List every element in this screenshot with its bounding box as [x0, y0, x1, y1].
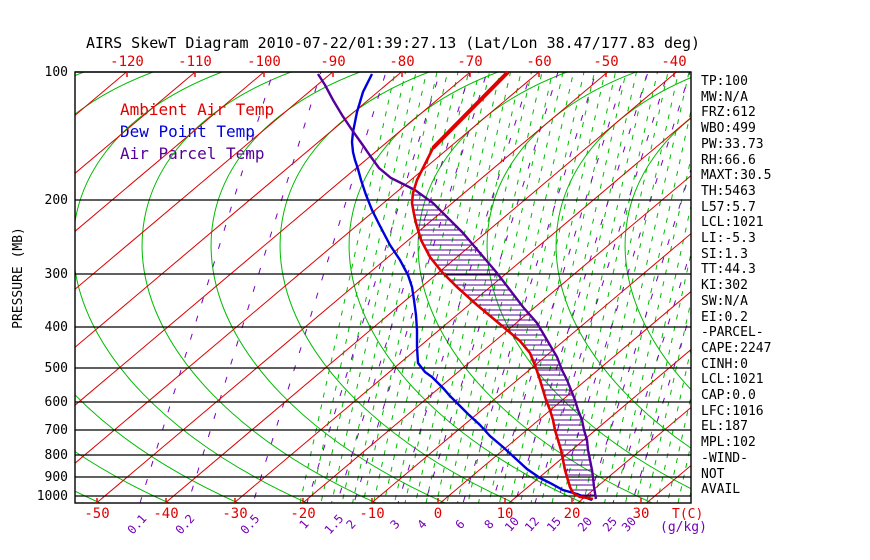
stats-item: TP:100 — [701, 74, 748, 89]
mixing-ratio-label: 4 — [414, 517, 429, 532]
stats-item: CINH:0 — [701, 356, 748, 372]
top-temp-axis: -120 -110 -100 -90 -80 -70 -60 -50 -40 — [110, 54, 687, 77]
bottom-temp-label: 10 — [497, 506, 514, 522]
stats-item: EI:0.2 — [701, 309, 748, 325]
bottom-temp-label: 20 — [564, 506, 581, 522]
mixing-ratio-label: 8 — [481, 517, 496, 532]
field-lines — [75, 72, 691, 503]
mixing-ratio-lines — [139, 72, 691, 503]
bottom-temp-axis: -50 -40 -30 -20 -10 0 10 20 30 — [84, 498, 649, 522]
stats-item: SW:N/A — [701, 293, 748, 309]
stats-item: FRZ:612 — [701, 105, 756, 121]
top-temp-label: -90 — [320, 54, 345, 70]
top-temp-label: -80 — [389, 54, 414, 70]
stats-item: -PARCEL- — [701, 325, 764, 341]
bottom-temp-label: -50 — [84, 506, 109, 522]
stats-item: LI:-5.3 — [701, 231, 756, 247]
bottom-temp-label: 30 — [633, 506, 650, 522]
stats-item: LFC:1016 — [701, 403, 764, 419]
stats-item: CAPE:2247 — [701, 340, 772, 356]
pressure-label: 500 — [45, 361, 68, 376]
pressure-label: 900 — [45, 470, 68, 485]
stats-item: AVAIL — [701, 482, 741, 498]
mixing-ratio-label: 0.1 — [125, 512, 150, 537]
chart-legend: Ambient Air Temp Dew Point Temp Air Parcel… — [120, 99, 274, 165]
cape-hatch — [413, 194, 595, 496]
mixing-ratio-label: 2 — [343, 517, 358, 532]
mixing-unit-label: (g/kg) — [660, 520, 707, 535]
ambient-temp-curve-thick-top — [431, 70, 510, 150]
stats-item: EL:187 — [701, 419, 748, 435]
bottom-temp-label: 0 — [434, 506, 442, 522]
mixing-ratio-label: 25 — [600, 514, 620, 534]
stats-item: -WIND- — [701, 450, 748, 466]
moist-adiabat-lines — [75, 72, 691, 503]
legend-entry: Air Parcel Temp — [120, 144, 265, 163]
bottom-temp-label: -10 — [359, 506, 384, 522]
mixing-ratio-label: 6 — [452, 517, 467, 532]
temp-unit-label: T(C) — [672, 507, 703, 522]
stats-item: CAP:0.0 — [701, 388, 756, 404]
parcel-curve — [316, 73, 598, 500]
bottom-temp-label: -40 — [153, 506, 178, 522]
green-dashed-lines — [299, 72, 691, 503]
chart-title: AIRS SkewT Diagram 2010-07-22/01:39:27.1… — [86, 34, 701, 52]
stats-panel: TP:100 MW:N/A FRZ:612 WBO:499 PW:33.73 RH:66.… — [701, 74, 771, 498]
bottom-temp-label: -30 — [222, 506, 247, 522]
stats-item: LCL:1021 — [701, 372, 764, 388]
mixing-ratio-label: 12 — [522, 514, 542, 534]
pressure-label: 400 — [45, 320, 68, 335]
stats-item: NOT — [701, 466, 725, 482]
pressure-label: 700 — [45, 423, 68, 438]
pressure-label: 1000 — [37, 489, 68, 504]
bottom-temp-label: -20 — [290, 506, 315, 522]
top-temp-label: -120 — [110, 54, 144, 70]
pressure-label: 200 — [45, 193, 68, 208]
plot-frame — [74, 71, 692, 504]
stats-item: PW:33.73 — [701, 136, 764, 152]
legend-entry: Dew Point Temp — [120, 122, 255, 141]
top-temp-label: -60 — [526, 54, 551, 70]
pressure-axis-title: PRESSURE (MB) — [11, 227, 26, 329]
dewpoint-curve — [350, 73, 593, 502]
top-temp-label: -40 — [661, 54, 686, 70]
stats-item: MAXT:30.5 — [701, 168, 772, 184]
stats-item: LCL:1021 — [701, 215, 764, 231]
top-temp-label: -100 — [247, 54, 281, 70]
isotherm-lines — [75, 72, 691, 503]
stats-item: TT:44.3 — [701, 262, 756, 278]
stats-item: MPL:102 — [701, 435, 756, 451]
top-temp-label: -50 — [593, 54, 618, 70]
stats-item: L57:5.7 — [701, 199, 756, 215]
mixing-ratio-label: 1.5 — [322, 512, 347, 537]
pressure-label: 100 — [45, 65, 68, 80]
legend-entry: Ambient Air Temp — [120, 100, 275, 119]
pressure-label: 600 — [45, 395, 68, 410]
top-temp-label: -70 — [457, 54, 482, 70]
pressure-label: 800 — [45, 448, 68, 463]
stats-item: KI:302 — [701, 278, 748, 294]
stats-item: TH:5463 — [701, 183, 756, 199]
top-temp-label: -110 — [178, 54, 212, 70]
ambient-temp-curve — [410, 71, 594, 501]
stats-item: SI:1.3 — [701, 246, 748, 262]
stats-item: RH:66.6 — [701, 152, 756, 168]
stats-item: MW:N/A — [701, 89, 748, 105]
stats-item: WBO:499 — [701, 121, 756, 137]
mixing-ratio-label: 15 — [544, 514, 564, 534]
pressure-label: 300 — [45, 267, 68, 282]
pressure-axis: 100 200 300 400 500 600 700 800 900 1000 — [37, 65, 68, 504]
mixing-ratio-label: 3 — [387, 517, 402, 532]
